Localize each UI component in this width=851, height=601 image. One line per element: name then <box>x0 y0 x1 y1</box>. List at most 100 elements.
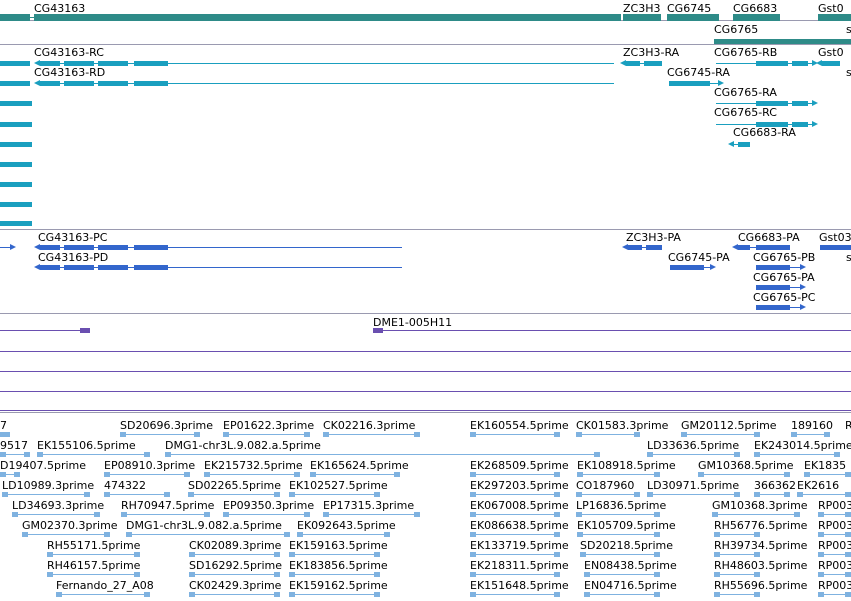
est-label[interactable]: EP17315.3prime <box>323 499 415 512</box>
est-label[interactable]: 366362 <box>754 479 796 492</box>
est-label[interactable]: EK218311.5prime <box>470 559 569 572</box>
transcript-label[interactable]: CG43163-RC <box>34 46 104 59</box>
protein-label[interactable]: Gst03 <box>819 231 851 244</box>
est-label[interactable]: EP08910.3prime <box>104 459 196 472</box>
est-label[interactable]: 9517 <box>0 439 28 452</box>
est-label[interactable]: DMG1-chr3L.9.082.a.5prime <box>165 439 321 452</box>
protein-label[interactable]: CG43163-PD <box>38 251 109 264</box>
est-label[interactable]: EK133719.5prime <box>470 539 569 552</box>
est-label[interactable]: EP09350.3prime <box>223 499 315 512</box>
est-label[interactable]: CK02089.3prime <box>189 539 282 552</box>
gene-label[interactable]: CG43163 <box>34 2 86 15</box>
est-label[interactable]: 7 <box>0 419 7 432</box>
est-label[interactable]: GM20112.5prime <box>681 419 777 432</box>
est-label[interactable]: SD20218.5prime <box>580 539 673 552</box>
est-label[interactable]: RH48603.5prime <box>714 559 808 572</box>
est-label[interactable]: EK160554.5prime <box>470 419 569 432</box>
est-label[interactable]: GM02370.3prime <box>22 519 118 532</box>
protein-label[interactable]: CG43163-PC <box>38 231 108 244</box>
est-label[interactable]: LP16836.5prime <box>576 499 667 512</box>
transcript-label[interactable]: CG6765-RC <box>714 106 777 119</box>
est-label[interactable]: EK268509.5prime <box>470 459 569 472</box>
gene-label[interactable]: Gst0 <box>818 2 844 15</box>
gene-label[interactable]: CG6765 <box>714 23 759 36</box>
est-label[interactable]: 189160 <box>791 419 833 432</box>
est-label[interactable]: LD33636.5prime <box>647 439 740 452</box>
gene-label[interactable]: CG6745 <box>667 2 712 15</box>
exon-block <box>584 591 590 597</box>
intron-line <box>470 594 560 595</box>
intron-line <box>189 594 280 595</box>
transcript-label[interactable]: CG6765-RB <box>714 46 778 59</box>
protein-label[interactable]: CG6765-PA <box>753 271 815 284</box>
est-label[interactable]: EK1835 <box>804 459 847 472</box>
est-label[interactable]: SD16292.5prime <box>189 559 282 572</box>
est-label[interactable]: Fernando_27_A08 <box>56 579 154 592</box>
est-label[interactable]: EK183856.5prime <box>289 559 388 572</box>
est-label[interactable]: RP003 <box>818 559 851 572</box>
gene-label[interactable]: s <box>846 23 851 36</box>
est-label[interactable]: 474322 <box>104 479 146 492</box>
est-label[interactable]: EK086638.5prime <box>470 519 569 532</box>
transcript-label[interactable]: CG6683-RA <box>733 126 796 139</box>
transcript-label[interactable]: Gst0 <box>818 46 844 59</box>
est-label[interactable]: LD34693.3prime <box>12 499 105 512</box>
est-label[interactable]: RP003 <box>818 539 851 552</box>
est-label[interactable]: GM10368.5prime <box>698 459 794 472</box>
protein-label[interactable]: CG6765-PB <box>753 251 816 264</box>
est-label[interactable]: EK165624.5prime <box>310 459 409 472</box>
est-label[interactable]: RH39734.5prime <box>714 539 808 552</box>
est-label[interactable]: EK243014.5prime <box>754 439 851 452</box>
clone-label[interactable]: DME1-005H11 <box>373 316 453 329</box>
est-label[interactable]: RP003 <box>818 499 851 512</box>
est-label[interactable]: EK151648.5prime <box>470 579 569 592</box>
est-label[interactable]: CK02216.3prime <box>323 419 416 432</box>
protein-label[interactable]: CG6745-PA <box>668 251 730 264</box>
intron-line <box>40 63 614 64</box>
est-label[interactable]: GM10368.3prime <box>712 499 808 512</box>
est-label[interactable]: LD30971.5prime <box>647 479 740 492</box>
protein-label[interactable]: CG6765-PC <box>753 291 816 304</box>
est-label[interactable]: EK297203.5prime <box>470 479 569 492</box>
protein-label[interactable]: s <box>846 251 851 264</box>
est-label[interactable]: EK159162.5prime <box>289 579 388 592</box>
gene-label[interactable]: ZC3H3 <box>623 2 661 15</box>
est-label[interactable]: R <box>845 419 851 432</box>
transcript-label[interactable]: CG6765-RA <box>714 86 777 99</box>
est-label[interactable]: D19407.5prime <box>0 459 87 472</box>
est-label[interactable]: EK102527.5prime <box>289 479 388 492</box>
est-label[interactable]: EN08438.5prime <box>584 559 677 572</box>
est-label[interactable]: EK092643.5prime <box>297 519 396 532</box>
est-label[interactable]: EN04716.5prime <box>584 579 677 592</box>
transcript-label[interactable]: CG6745-RA <box>667 66 730 79</box>
protein-label[interactable]: ZC3H3-PA <box>626 231 681 244</box>
est-label[interactable]: RH55171.5prime <box>47 539 141 552</box>
est-label[interactable]: CK02429.3prime <box>189 579 282 592</box>
transcript-label[interactable]: CG43163-RD <box>34 66 106 79</box>
exon-block <box>204 511 210 517</box>
est-label[interactable]: EP01622.3prime <box>223 419 315 432</box>
est-label[interactable]: RH46157.5prime <box>47 559 141 572</box>
est-label[interactable]: EK2616 <box>797 479 840 492</box>
gene-label[interactable]: CG6683 <box>733 2 778 15</box>
est-label[interactable]: RH55696.5prime <box>714 579 808 592</box>
est-label[interactable]: SD02265.5prime <box>188 479 281 492</box>
est-label[interactable]: LD10989.3prime <box>2 479 95 492</box>
est-label[interactable]: CK01583.3prime <box>576 419 669 432</box>
est-label[interactable]: RH56776.5prime <box>714 519 808 532</box>
transcript-label[interactable]: ZC3H3-RA <box>623 46 680 59</box>
est-label[interactable]: SD20696.3prime <box>120 419 213 432</box>
est-label[interactable]: RP003 <box>818 579 851 592</box>
est-label[interactable]: RH70947.5prime <box>121 499 215 512</box>
est-label[interactable]: EK159163.5prime <box>289 539 388 552</box>
est-label[interactable]: EK108918.5prime <box>577 459 676 472</box>
est-label[interactable]: CO187960 <box>576 479 635 492</box>
est-label[interactable]: RP003 <box>818 519 851 532</box>
est-label[interactable]: EK105709.5prime <box>577 519 676 532</box>
protein-label[interactable]: CG6683-PA <box>738 231 800 244</box>
est-label[interactable]: EK067008.5prime <box>470 499 569 512</box>
est-label[interactable]: EK215732.5prime <box>204 459 303 472</box>
est-label[interactable]: EK155106.5prime <box>37 439 136 452</box>
est-label[interactable]: DMG1-chr3L.9.082.a.5prime <box>126 519 282 532</box>
transcript-label[interactable]: s <box>846 66 851 79</box>
